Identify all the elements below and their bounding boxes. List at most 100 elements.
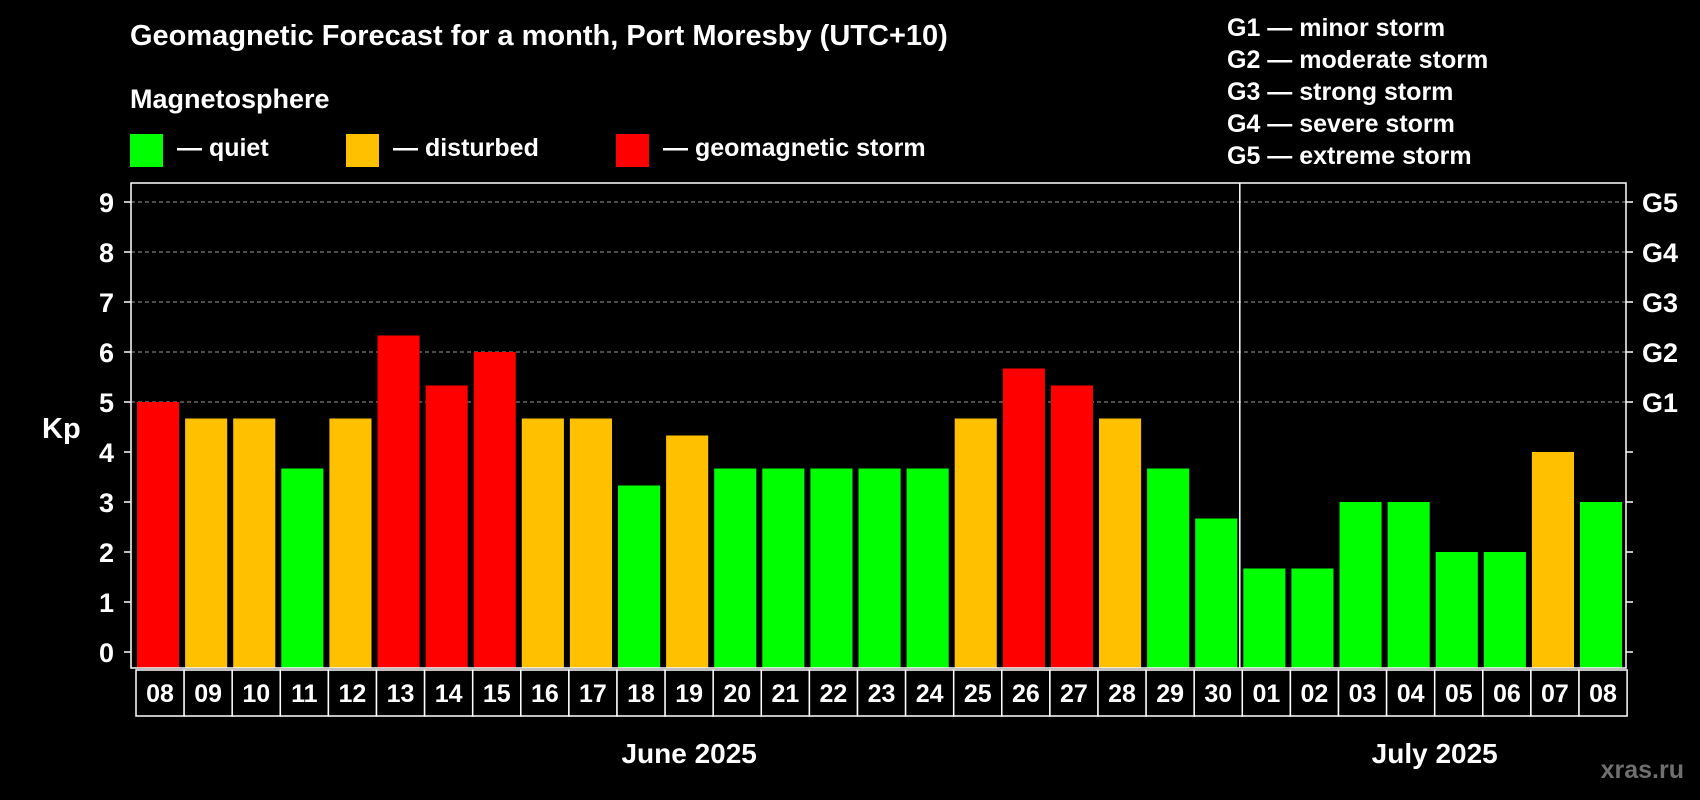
date-cell	[231, 669, 282, 717]
storm-level-g1: G1 — minor storm	[1227, 14, 1446, 42]
date-label: 07	[1541, 680, 1569, 708]
date-cell	[616, 669, 666, 717]
storm-level-g3: G3 — strong storm	[1227, 78, 1454, 106]
bar-10	[569, 418, 612, 668]
y-tick-label: 8	[99, 238, 114, 268]
date-label: 12	[339, 680, 367, 708]
date-cell	[1289, 669, 1340, 717]
bar-7	[425, 385, 468, 668]
bar-19	[1002, 368, 1045, 668]
date-label: 23	[868, 680, 896, 708]
date-label: 27	[1060, 680, 1088, 708]
month-label: June 2025	[621, 738, 756, 769]
date-label: 30	[1204, 680, 1232, 708]
bar-17	[906, 468, 949, 668]
storm-level-g2: G2 — moderate storm	[1227, 46, 1489, 74]
date-cell	[1097, 669, 1147, 717]
date-label: 22	[820, 680, 848, 708]
bar-24	[1243, 568, 1286, 668]
date-cell	[568, 669, 618, 717]
date-cell	[1433, 669, 1484, 717]
bar-11	[618, 485, 661, 668]
date-label: 06	[1493, 680, 1521, 708]
bar-31	[1580, 502, 1623, 668]
bar-3	[233, 418, 276, 668]
date-label: 08	[146, 680, 174, 708]
date-cell	[856, 669, 907, 717]
bar-1	[137, 402, 180, 668]
bar-8	[473, 352, 516, 668]
g-level-label: G2	[1642, 338, 1678, 368]
watermark: xras.ru	[1600, 756, 1684, 784]
bar-18	[954, 418, 997, 668]
date-label: 11	[291, 680, 318, 708]
y-tick-label: 4	[99, 438, 114, 468]
date-label: 10	[242, 680, 270, 708]
y-tick-label: 9	[99, 188, 114, 218]
date-label: 29	[1156, 680, 1184, 708]
date-label: 01	[1252, 680, 1280, 708]
date-cell	[375, 669, 426, 717]
bar-2	[185, 418, 228, 668]
date-cell	[1001, 669, 1051, 717]
y-axis-label: Kp	[42, 413, 81, 445]
date-label: 25	[964, 680, 992, 708]
date-cell	[423, 669, 474, 717]
date-label: 17	[579, 680, 607, 708]
bar-23	[1195, 518, 1238, 668]
bar-15	[810, 468, 853, 668]
bar-4	[281, 468, 324, 668]
date-label: 03	[1349, 680, 1377, 708]
date-cell	[471, 669, 522, 717]
y-tick-label: 6	[99, 338, 114, 368]
g-level-label: G4	[1642, 238, 1678, 268]
date-label: 18	[627, 680, 655, 708]
bar-21	[1099, 418, 1142, 668]
date-label: 19	[675, 680, 703, 708]
date-cell	[183, 669, 233, 717]
bar-27	[1387, 502, 1430, 668]
date-label: 16	[531, 680, 559, 708]
date-label: 15	[483, 680, 511, 708]
storm-level-legend: G1 — minor storm G2 — moderate storm G3 …	[1227, 12, 1488, 172]
legend-disturbed-swatch	[346, 134, 379, 167]
date-cell	[1578, 669, 1628, 717]
date-label: 14	[435, 680, 463, 708]
bar-12	[666, 435, 709, 668]
date-label: 28	[1108, 680, 1136, 708]
date-label: 04	[1397, 680, 1425, 708]
y-tick-label: 5	[99, 388, 114, 418]
date-label: 24	[916, 680, 944, 708]
legend-storm-label: — geomagnetic storm	[663, 134, 926, 162]
date-cell	[904, 669, 955, 717]
y-tick-label: 3	[99, 488, 114, 518]
storm-level-g5: G5 — extreme storm	[1227, 142, 1472, 170]
date-label: 20	[723, 680, 751, 708]
bar-30	[1531, 452, 1574, 668]
g-level-label: G3	[1642, 288, 1678, 318]
date-cell	[712, 669, 763, 717]
bar-26	[1339, 502, 1382, 668]
storm-level-g4: G4 — severe storm	[1227, 110, 1455, 138]
bar-20	[1050, 385, 1093, 668]
legend-quiet-label: — quiet	[177, 134, 269, 162]
y-tick-label: 2	[99, 538, 114, 568]
date-label: 21	[771, 680, 799, 708]
bar-29	[1483, 552, 1526, 668]
legend-storm-swatch	[616, 134, 649, 167]
magnetosphere-label: Magnetosphere	[130, 84, 330, 114]
y-tick-label: 1	[99, 588, 114, 618]
bar-9	[521, 418, 564, 668]
date-label: 26	[1012, 680, 1040, 708]
y-tick-label: 7	[99, 288, 114, 318]
month-label: July 2025	[1372, 738, 1498, 769]
bar-25	[1291, 568, 1334, 668]
bar-14	[762, 468, 805, 668]
plot-frame	[130, 182, 1627, 669]
date-label: 13	[387, 680, 415, 708]
date-cell	[327, 669, 378, 717]
date-cell	[664, 669, 714, 717]
bar-28	[1435, 552, 1478, 668]
bar-5	[329, 418, 372, 668]
